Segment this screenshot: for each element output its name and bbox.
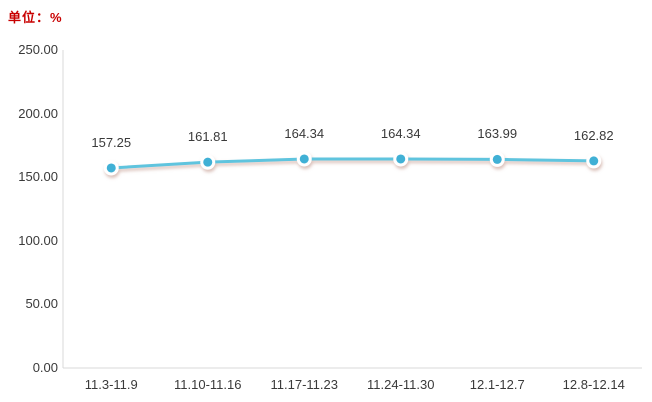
data-point-marker (299, 154, 309, 164)
x-axis-category-label: 11.24-11.30 (367, 377, 435, 392)
data-point-marker (106, 163, 116, 173)
series-group (103, 151, 602, 176)
x-axis-category-label: 11.10-11.16 (174, 377, 242, 392)
series-line (109, 157, 596, 170)
data-point-label: 164.34 (284, 125, 325, 141)
data-point-label: 161.81 (187, 129, 228, 145)
y-axis-tick-label: 100.00 (18, 232, 58, 248)
y-axis-tick-label: 50.00 (25, 296, 58, 312)
data-point-marker (492, 154, 502, 164)
data-point-marker (396, 154, 406, 164)
data-point-marker (203, 157, 213, 167)
x-axis-category-label: 11.17-11.23 (270, 377, 338, 392)
x-axis-category-label: 12.1-12.7 (469, 377, 525, 392)
y-axis-tick-label: 200.00 (18, 105, 58, 121)
y-axis-tick-label: 150.00 (18, 169, 58, 185)
y-axis-tick-label: 250.00 (18, 42, 58, 57)
x-axis-category-label: 11.3-11.9 (84, 377, 138, 392)
data-point-label: 157.25 (91, 134, 132, 150)
data-point-marker (589, 156, 599, 166)
unit-label: 单位：% (8, 10, 63, 25)
x-axis-category-label: 12.8-12.14 (562, 377, 625, 392)
data-point-label: 164.34 (380, 125, 421, 141)
y-axis-tick-label: 0.00 (32, 360, 58, 375)
data-point-label: 163.99 (477, 126, 518, 142)
data-point-label: 162.82 (573, 127, 614, 143)
